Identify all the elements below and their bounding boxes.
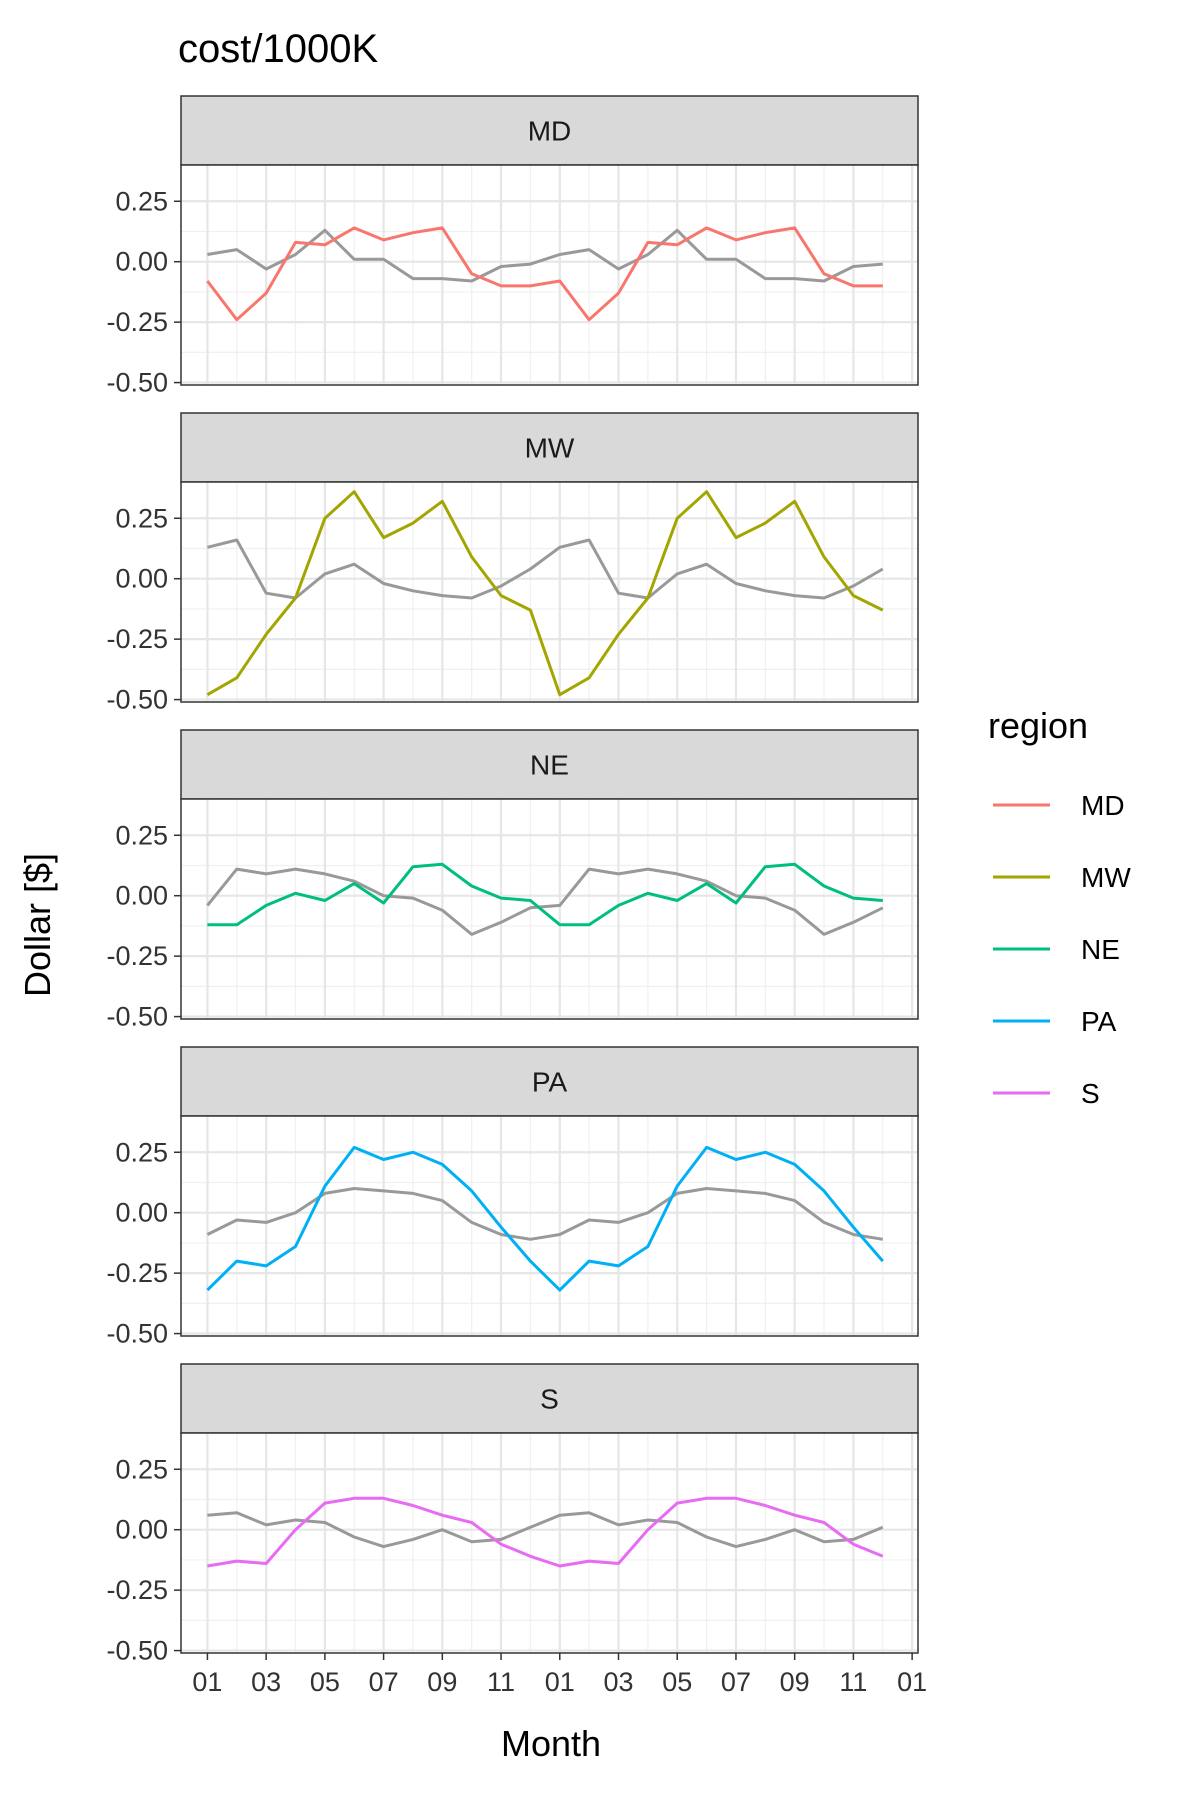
y-tick-label: -0.50 — [106, 368, 168, 398]
panel-border — [180, 1115, 919, 1337]
legend-label: S — [1081, 1078, 1100, 1109]
y-tick-label: 0.25 — [115, 503, 168, 533]
series-line-s — [207, 1496, 884, 1568]
x-tick-label: 05 — [310, 1667, 340, 1697]
y-tick-label: -0.50 — [106, 1002, 168, 1032]
legend-title: region — [988, 705, 1088, 746]
facet-panels: MD 0.25 0.00 -0.25 -0.50 MW 0.25 0.00 -0.25 -0.50… — [106, 95, 927, 1697]
x-tick-label: 01 — [192, 1667, 222, 1697]
y-tick-label: -0.25 — [106, 1575, 168, 1605]
y-tick-label: 0.00 — [115, 564, 168, 594]
y-tick-label: 0.00 — [115, 1198, 168, 1228]
facet-strip — [180, 412, 919, 483]
baseline-series-line — [207, 228, 883, 283]
series-line-pa — [206, 1145, 884, 1292]
y-tick-label: 0.25 — [115, 186, 168, 216]
legend-label: MD — [1081, 790, 1125, 821]
facet-panel-pa: PA 0.25 0.00 -0.25 -0.50 — [106, 1046, 919, 1349]
legend: region MD MW NE PA S — [988, 705, 1131, 1109]
x-tick-label: 03 — [603, 1667, 633, 1697]
facet-strip-label: NE — [530, 750, 569, 781]
facet-strip — [180, 1046, 919, 1117]
facet-strip-label: PA — [532, 1067, 568, 1098]
legend-entry-mw: MW — [993, 862, 1131, 893]
legend-label: NE — [1081, 934, 1120, 965]
baseline-series-line — [207, 538, 884, 600]
x-tick-label: 01 — [545, 1667, 575, 1697]
series-line-mw — [206, 490, 884, 697]
facet-strip-label: S — [540, 1384, 559, 1415]
facet-strip — [180, 1363, 919, 1434]
facet-panel-mw: MW 0.25 0.00 -0.25 -0.50 — [106, 412, 919, 715]
x-tick-label: 09 — [427, 1667, 457, 1697]
panel-border — [180, 481, 919, 703]
legend-entry-s: S — [993, 1078, 1100, 1109]
panel-border — [180, 798, 919, 1020]
y-tick-label: -0.25 — [106, 307, 168, 337]
series-line-md — [206, 226, 883, 322]
x-axis-title: Month — [501, 1723, 601, 1764]
baseline-series-line — [207, 1511, 884, 1549]
y-tick-label: -0.25 — [106, 941, 168, 971]
y-tick-label: -0.25 — [106, 1258, 168, 1288]
x-tick-label: 07 — [369, 1667, 399, 1697]
facet-panel-s: S 0.25 0.00 -0.25 -0.50 01 03 05 07 09 11 01 03 05 07 0… — [106, 1363, 927, 1697]
panel-border — [180, 164, 919, 386]
facet-strip — [180, 95, 919, 166]
legend-entry-md: MD — [993, 790, 1125, 821]
legend-entry-pa: PA — [993, 1006, 1117, 1037]
x-tick-label: 11 — [839, 1667, 867, 1697]
y-tick-label: 0.00 — [115, 1515, 168, 1545]
x-tick-label: 03 — [251, 1667, 281, 1697]
baseline-series-line — [206, 867, 884, 936]
y-tick-label: -0.50 — [106, 685, 168, 715]
x-tick-label: 05 — [662, 1667, 692, 1697]
panel-border — [180, 1432, 919, 1654]
series-line-ne — [207, 862, 883, 927]
facet-strip-label: MD — [528, 116, 572, 147]
y-tick-label: 0.00 — [115, 881, 168, 911]
facet-strip-label: MW — [525, 433, 575, 464]
facet-panel-ne: NE 0.25 0.00 -0.25 -0.50 — [106, 729, 919, 1032]
x-tick-label: 11 — [487, 1667, 515, 1697]
facet-panel-md: MD 0.25 0.00 -0.25 -0.50 — [106, 95, 919, 398]
y-tick-label: 0.25 — [115, 1137, 168, 1167]
legend-label: MW — [1081, 862, 1131, 893]
y-tick-label: 0.25 — [115, 1454, 168, 1484]
facet-strip — [180, 729, 919, 800]
x-tick-label: 01 — [897, 1667, 927, 1697]
y-axis-title: Dollar [$] — [17, 853, 58, 997]
y-tick-label: 0.25 — [115, 820, 168, 850]
y-tick-label: 0.00 — [115, 247, 168, 277]
y-tick-label: -0.25 — [106, 624, 168, 654]
chart-title: cost/1000K — [178, 27, 378, 71]
x-tick-label: 07 — [721, 1667, 751, 1697]
y-tick-label: -0.50 — [106, 1319, 168, 1349]
x-tick-label: 09 — [780, 1667, 810, 1697]
legend-label: PA — [1081, 1006, 1117, 1037]
y-tick-label: -0.50 — [106, 1636, 168, 1666]
legend-entry-ne: NE — [993, 934, 1120, 965]
